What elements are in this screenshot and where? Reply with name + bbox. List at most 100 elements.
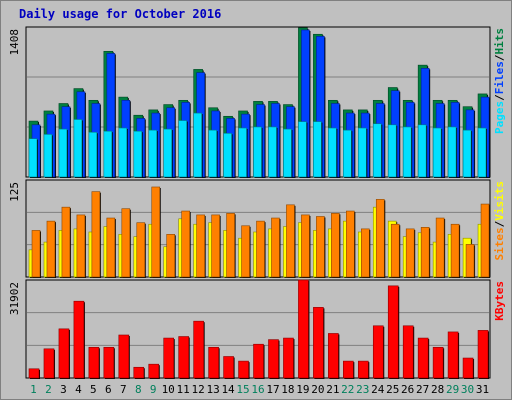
bar-kbytes-day-1 (28, 368, 40, 379)
x-tick-label-6: 6 (105, 383, 112, 396)
bar-sites-day-1 (31, 230, 41, 278)
bar-kbytes-day-20 (313, 307, 324, 379)
bar-pages-day-8 (133, 130, 143, 178)
bar-kbytes-day-27 (417, 337, 429, 379)
x-tick-label-20: 20 (311, 383, 324, 396)
ymax-label-kbytes: 31902 (8, 282, 21, 315)
bar-sites-day-24 (375, 199, 385, 278)
bar-kbytes-day-5 (88, 346, 100, 379)
x-tick-label-3: 3 (60, 383, 67, 396)
bar-sites-day-28 (435, 217, 445, 278)
bar-kbytes-day-26 (402, 325, 414, 379)
bar-sites-day-26 (405, 228, 415, 278)
bar-sites-day-15 (241, 225, 250, 278)
bar-pages-day-20 (313, 121, 322, 178)
bar-sites-day-20 (316, 216, 325, 278)
bar-sites-day-7 (121, 208, 131, 278)
bar-kbytes-day-21 (328, 333, 339, 379)
x-tick-label-15: 15 (236, 383, 249, 396)
x-tick-label-30: 30 (461, 383, 474, 396)
x-tick-label-11: 11 (177, 383, 190, 396)
x-tick-label-22: 22 (341, 383, 354, 396)
x-tick-label-12: 12 (192, 383, 205, 396)
bar-pages-day-30 (462, 129, 472, 178)
bar-pages-day-16 (253, 126, 262, 178)
bar-pages-day-13 (208, 129, 217, 178)
bar-kbytes-day-11 (178, 336, 189, 379)
bar-kbytes-day-16 (253, 343, 264, 379)
bar-kbytes-day-17 (268, 339, 279, 379)
bar-kbytes-day-3 (58, 328, 70, 379)
bar-sites-day-21 (331, 213, 340, 278)
bar-sites-day-4 (76, 214, 86, 278)
bar-pages-day-24 (372, 123, 382, 178)
legend-hits-files-pages: Pages/Files/Hits (493, 28, 506, 134)
x-tick-label-28: 28 (431, 383, 444, 396)
page-title: Daily usage for October 2016 (19, 7, 222, 21)
x-tick-label-18: 18 (281, 383, 294, 396)
bar-pages-day-9 (148, 129, 158, 178)
bar-pages-day-22 (343, 129, 352, 178)
bar-pages-day-2 (43, 134, 53, 178)
bar-sites-day-27 (420, 227, 430, 278)
bar-sites-day-25 (390, 223, 400, 278)
legend-entry-kbytes-0: KBytes (493, 281, 506, 321)
bar-pages-day-27 (417, 124, 427, 178)
legend-entry-slash-1: / (493, 220, 506, 227)
bar-pages-day-7 (118, 127, 128, 178)
x-tick-label-8: 8 (135, 383, 142, 396)
ymax-label-visits-sites: 125 (8, 182, 21, 202)
x-tick-label-25: 25 (386, 383, 399, 396)
bar-sites-day-31 (480, 203, 490, 278)
x-tick-label-1: 1 (30, 383, 37, 396)
bar-pages-day-19 (298, 121, 307, 178)
bar-pages-day-10 (163, 128, 173, 178)
x-tick-label-17: 17 (266, 383, 279, 396)
x-tick-label-9: 9 (150, 383, 157, 396)
bar-kbytes-day-29 (447, 331, 459, 379)
bar-sites-day-23 (360, 228, 370, 278)
legend-entry-hits-4: Hits (493, 28, 506, 55)
ymax-label-hits-files-pages: 1408 (8, 29, 21, 56)
bar-kbytes-day-18 (283, 337, 294, 379)
legend-visits-sites: Sites/Visits (493, 181, 506, 261)
bar-pages-day-18 (283, 128, 292, 178)
bar-kbytes-day-24 (372, 325, 384, 379)
x-tick-label-5: 5 (90, 383, 97, 396)
bar-sites-day-11 (181, 210, 190, 278)
x-tick-label-19: 19 (296, 383, 309, 396)
bar-kbytes-day-15 (238, 360, 249, 379)
bar-sites-day-17 (271, 217, 280, 278)
bar-pages-day-14 (223, 133, 232, 178)
x-tick-label-7: 7 (120, 383, 127, 396)
x-tick-label-26: 26 (401, 383, 414, 396)
x-tick-label-13: 13 (206, 383, 219, 396)
bar-kbytes-day-2 (43, 348, 55, 379)
bar-pages-day-25 (387, 124, 397, 178)
bar-pages-day-29 (447, 126, 457, 178)
bar-kbytes-day-25 (387, 285, 399, 379)
bar-kbytes-day-7 (118, 334, 130, 379)
bar-pages-day-3 (58, 128, 68, 178)
bar-kbytes-day-23 (357, 360, 369, 379)
bar-pages-day-31 (477, 127, 487, 178)
bar-pages-day-12 (193, 112, 202, 178)
bar-sites-day-6 (106, 217, 116, 278)
legend-entry-sites-0: Sites (493, 227, 506, 260)
bar-sites-day-8 (136, 222, 146, 278)
bar-kbytes-day-19 (298, 279, 309, 379)
x-tick-label-21: 21 (326, 383, 339, 396)
bar-kbytes-day-14 (223, 356, 234, 379)
bar-kbytes-day-22 (343, 360, 354, 379)
bar-kbytes-day-31 (477, 330, 489, 379)
bar-pages-day-17 (268, 126, 277, 178)
legend-entry-slash-3: / (493, 54, 506, 61)
x-tick-label-31: 31 (476, 383, 489, 396)
legend-entry-visits-2: Visits (493, 181, 506, 221)
bar-sites-day-5 (91, 191, 101, 278)
legend-entry-pages-0: Pages (493, 101, 506, 134)
x-tick-label-27: 27 (416, 383, 429, 396)
legend-entry-slash-1: / (493, 94, 506, 101)
bar-pages-day-11 (178, 120, 187, 178)
